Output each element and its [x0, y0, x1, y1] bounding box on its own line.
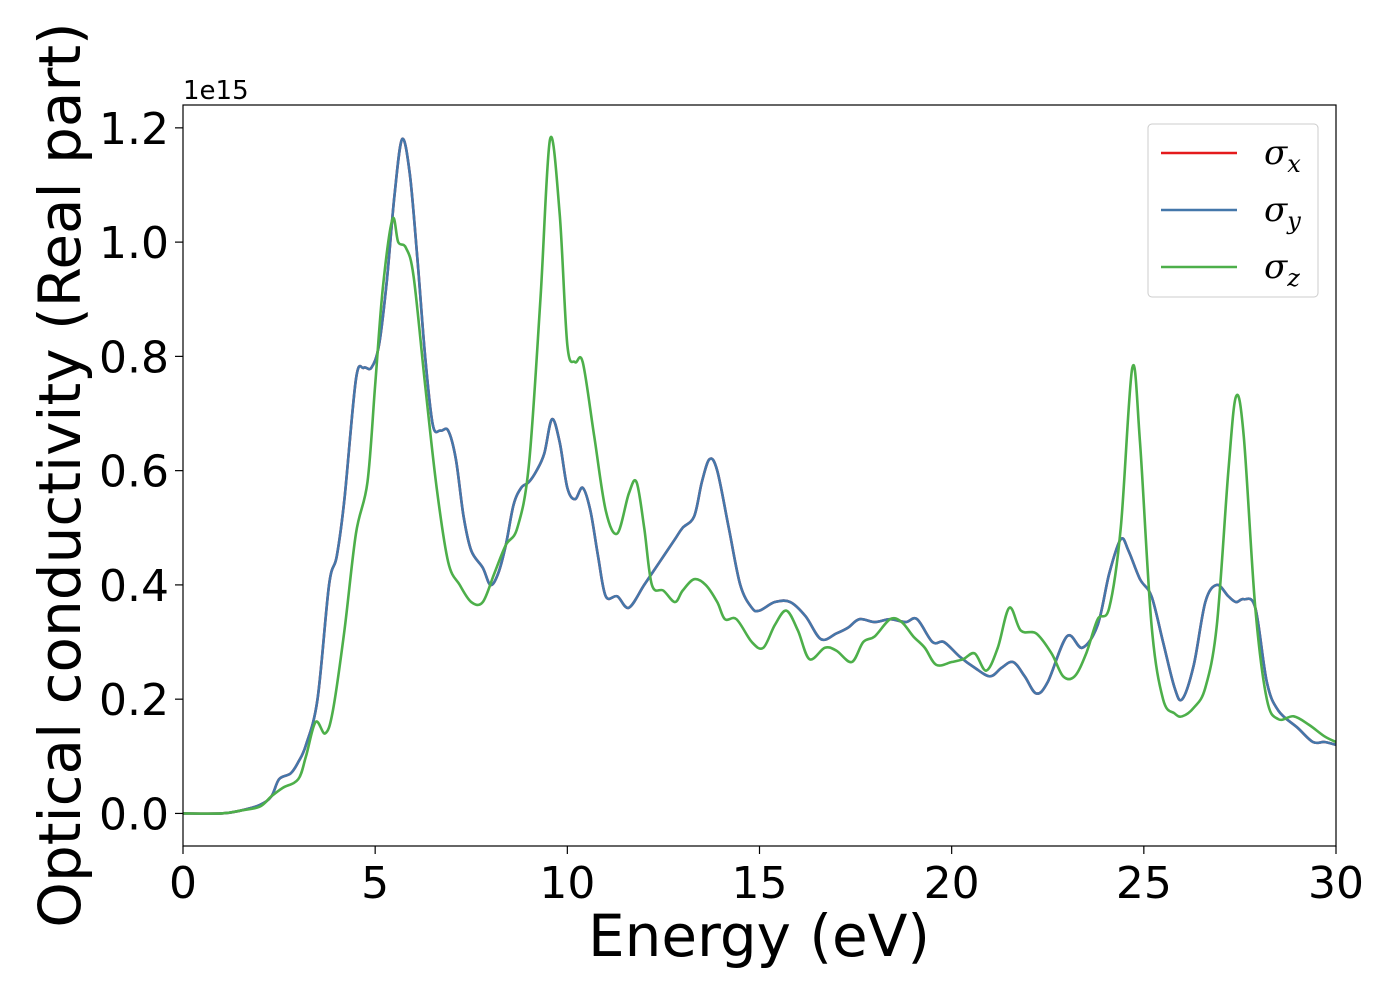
x-tick-label: 0	[169, 858, 197, 909]
x-axis-label: Energy (eV)	[588, 902, 930, 970]
x-tick-label: 20	[924, 858, 980, 909]
y-tick-label: 1.2	[99, 104, 169, 155]
legend-label-subscript: x	[1287, 150, 1301, 178]
y-tick-label: 0.8	[99, 332, 169, 383]
y-offset-label: 1e15	[183, 76, 249, 106]
x-tick-label: 25	[1116, 858, 1172, 909]
series-line-z	[183, 135, 1336, 815]
x-tick-label: 30	[1308, 858, 1364, 909]
series-line-y	[183, 137, 1336, 815]
series-layer	[183, 135, 1336, 815]
legend-label-base: σ	[1264, 133, 1288, 173]
y-tick-label: 0.4	[99, 561, 169, 612]
y-tick-label: 1.0	[99, 218, 169, 269]
legend-label-z: σz	[1264, 247, 1300, 292]
x-tick-label: 15	[732, 858, 788, 909]
x-axis: 0 5 10 15 20 25 30	[169, 846, 1364, 909]
x-tick-label: 10	[539, 858, 595, 909]
legend-label-x: σx	[1264, 133, 1301, 178]
legend-label-y: σy	[1264, 190, 1301, 235]
legend-label-base: σ	[1264, 190, 1288, 230]
y-tick-label: 0.6	[99, 447, 169, 498]
y-axis-label: Optical conductivity (Real part)	[26, 22, 94, 927]
y-tick-label: 0.2	[99, 675, 169, 726]
legend-label-subscript: z	[1286, 264, 1300, 292]
y-tick-label: 0.0	[99, 789, 169, 840]
plot-area	[183, 105, 1336, 846]
legend-label-base: σ	[1264, 247, 1288, 287]
legend-label-subscript: y	[1286, 207, 1301, 235]
y-axis: 0.0 0.2 0.4 0.6 0.8 1.0 1.2	[99, 104, 183, 840]
x-tick-label: 5	[361, 858, 389, 909]
